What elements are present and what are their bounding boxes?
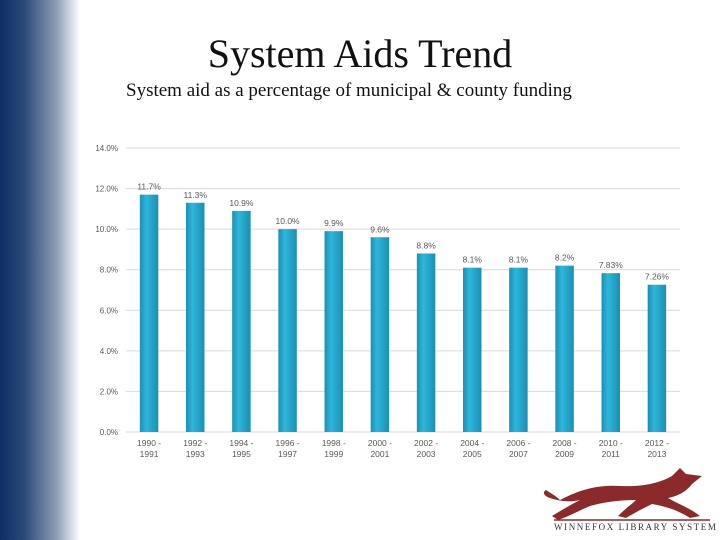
logo-text: WINNEFOX LIBRARY SYSTEM: [554, 522, 718, 532]
y-tick-label: 6.0%: [100, 306, 118, 315]
x-tick-label: 1998 -: [322, 438, 346, 448]
bar: [647, 284, 667, 432]
x-tick-label: 2010 -: [599, 438, 623, 448]
x-tick-label-line2: 1991: [140, 449, 159, 459]
data-label: 9.9%: [324, 218, 344, 228]
data-label: 8.1%: [509, 255, 529, 265]
data-label: 10.0%: [276, 216, 301, 226]
x-tick-label-line2: 2013: [647, 449, 666, 459]
bar: [601, 273, 620, 432]
bar: [139, 194, 159, 432]
data-label: 8.2%: [555, 253, 575, 263]
bar: [509, 267, 528, 432]
data-label: 7.83%: [599, 260, 624, 270]
bar: [324, 231, 343, 432]
x-tick-label: 2006 -: [506, 438, 530, 448]
x-tick-label-line2: 2007: [509, 449, 528, 459]
running-fox-icon: [543, 468, 710, 521]
x-tick-label-line2: 1997: [278, 449, 297, 459]
x-tick-label-line2: 1999: [324, 449, 343, 459]
data-label: 8.8%: [416, 240, 436, 250]
x-tick-label: 1994 -: [229, 438, 253, 448]
data-label: 7.26%: [645, 272, 670, 282]
data-label: 11.3%: [184, 190, 208, 200]
x-tick-label: 1992 -: [183, 438, 207, 448]
bar: [370, 237, 390, 432]
x-tick-label-line2: 1993: [186, 449, 205, 459]
y-tick-label: 4.0%: [100, 347, 118, 356]
y-tick-label: 8.0%: [100, 266, 118, 275]
bar: [186, 202, 205, 432]
x-tick-label: 1990 -: [137, 438, 161, 448]
x-tick-label-line2: 2005: [463, 449, 482, 459]
bar: [555, 265, 574, 432]
slide-subtitle: System aid as a percentage of municipal …: [126, 80, 572, 101]
x-tick-label-line2: 1995: [232, 449, 251, 459]
bar: [232, 210, 251, 432]
y-tick-label: 10.0%: [95, 225, 118, 234]
x-tick-label: 2004 -: [460, 438, 484, 448]
fox-shape: [543, 468, 702, 520]
side-gradient-band: [0, 0, 80, 540]
y-tick-label: 2.0%: [100, 387, 118, 396]
data-label: 10.9%: [229, 198, 254, 208]
slide-title: System Aids Trend: [207, 31, 513, 76]
bar: [463, 267, 482, 432]
x-tick-label-line2: 2001: [370, 449, 389, 459]
data-label: 9.6%: [370, 224, 390, 234]
y-tick-label: 14.0%: [95, 144, 118, 153]
x-tick-label-line2: 2011: [602, 449, 621, 459]
x-tick-label: 2000 -: [368, 438, 392, 448]
bar: [416, 253, 436, 432]
x-tick-label: 2002 -: [414, 438, 438, 448]
data-label: 11.7%: [137, 182, 161, 192]
y-tick-label: 0.0%: [100, 428, 118, 437]
bar: [278, 229, 297, 432]
x-tick-label-line2: 2009: [555, 449, 574, 459]
data-label: 8.1%: [463, 255, 483, 265]
x-tick-label-line2: 2003: [417, 449, 436, 459]
y-tick-label: 12.0%: [95, 185, 118, 194]
winnefox-logo: WINNEFOX LIBRARY SYSTEM: [540, 462, 718, 538]
x-tick-label: 2012 -: [645, 438, 669, 448]
x-tick-label: 1996 -: [276, 438, 300, 448]
x-tick-label: 2008 -: [553, 438, 577, 448]
